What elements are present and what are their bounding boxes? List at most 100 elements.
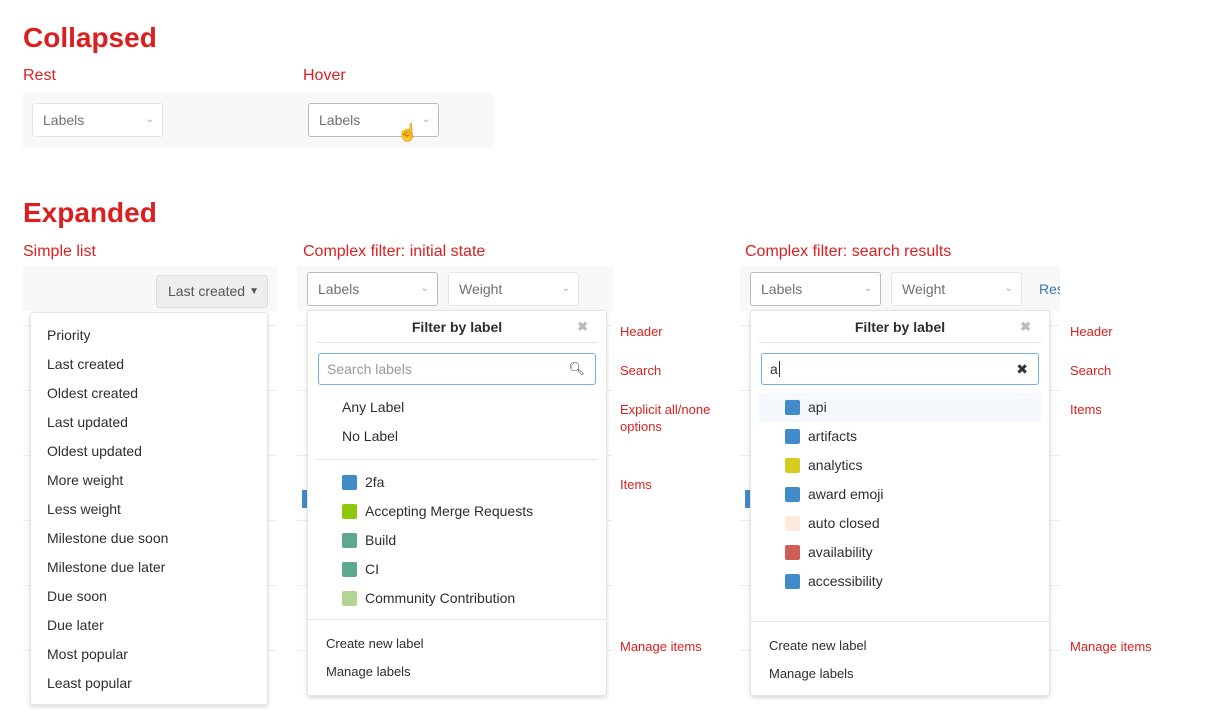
label-name: CI	[365, 561, 379, 577]
labels-filter-dropdown[interactable]: Labels ⌄	[307, 272, 438, 306]
label-item[interactable]: 2fa	[308, 468, 606, 497]
create-new-label-link[interactable]: Create new label	[769, 638, 867, 653]
label-name: Accepting Merge Requests	[365, 503, 534, 519]
annotation-search: Search	[620, 363, 662, 378]
search-icon: 🔍︎	[568, 361, 585, 376]
weight-filter-dropdown[interactable]: Weight ⌄	[448, 272, 579, 306]
label-color-swatch	[785, 545, 800, 560]
sort-option[interactable]: Milestone due soon	[47, 530, 169, 546]
label-color-swatch	[785, 574, 800, 589]
sort-button-text: Last created	[168, 283, 246, 299]
label-color-swatch	[342, 533, 357, 548]
label-color-swatch	[342, 504, 357, 519]
expanded-heading: Expanded	[23, 197, 157, 228]
label-color-swatch	[342, 562, 357, 577]
label-item[interactable]: api	[759, 393, 1041, 422]
search-placeholder: Search labels	[327, 361, 412, 377]
label-color-swatch	[342, 591, 357, 606]
rest-label: Rest	[23, 67, 56, 84]
any-label-option[interactable]: Any Label	[342, 399, 405, 415]
sort-option[interactable]: Milestone due later	[47, 559, 166, 575]
label-item[interactable]: award emoji	[759, 480, 1041, 509]
sort-option[interactable]: Least popular	[47, 675, 132, 691]
label-color-swatch	[785, 487, 800, 502]
label-name: availability	[808, 544, 873, 560]
sort-option[interactable]: Less weight	[47, 501, 121, 517]
label-item[interactable]: artifacts	[759, 422, 1041, 451]
labels-filter-dropdown[interactable]: Labels ⌄	[750, 272, 881, 306]
label-name: award emoji	[808, 486, 884, 502]
no-label-option[interactable]: No Label	[342, 428, 399, 444]
sort-option[interactable]: Oldest created	[47, 385, 139, 401]
close-icon[interactable]: ✖	[1020, 319, 1031, 334]
label-name: accessibility	[808, 573, 883, 589]
hover-label: Hover	[303, 67, 346, 84]
sort-option[interactable]: Priority	[47, 327, 91, 343]
label-name: Build	[365, 532, 397, 548]
menu-header: Filter by label	[854, 319, 946, 335]
clear-search-icon[interactable]: ✖	[1016, 361, 1028, 377]
label-item[interactable]: Build	[308, 526, 606, 555]
simple-list-label: Simple list	[23, 243, 96, 260]
collapsed-heading: Collapsed	[23, 22, 157, 53]
chevron-down-icon: ⌄	[145, 114, 154, 125]
weight-filter-dropdown[interactable]: Weight ⌄	[891, 272, 1022, 306]
labels-dropdown-hover[interactable]: Labels ⌄	[308, 103, 439, 137]
search-labels-input[interactable]: Search labels 🔍︎	[318, 353, 596, 385]
dropdown-text: Labels	[761, 281, 803, 297]
label-item[interactable]: Accepting Merge Requests	[308, 497, 606, 526]
annotation-manage: Manage items	[1070, 639, 1152, 654]
initial-state-label: Complex filter: initial state	[303, 243, 486, 260]
sort-dropdown-button[interactable]: Last created ▼	[156, 275, 268, 308]
annotation-items: Items	[1070, 402, 1102, 417]
search-labels-input[interactable]: a ✖	[761, 353, 1039, 385]
filter-by-label-menu-results: Filter by label ✖ a ✖ api artifacts analytic…	[750, 310, 1050, 696]
chevron-down-icon: ⌄	[421, 114, 430, 125]
label-item[interactable]: CI	[308, 555, 606, 584]
label-name: api	[808, 399, 827, 415]
label-item[interactable]: accessibility	[759, 567, 1041, 596]
label-item[interactable]: auto closed	[759, 509, 1041, 538]
manage-labels-link[interactable]: Manage labels	[326, 664, 411, 679]
search-results-label: Complex filter: search results	[745, 243, 952, 260]
label-color-swatch	[785, 400, 800, 415]
filter-by-label-menu-initial: Filter by label ✖ Search labels 🔍︎ Any Lab…	[307, 310, 607, 696]
search-value: a	[770, 361, 778, 377]
sort-option[interactable]: Oldest updated	[47, 443, 142, 459]
labels-dropdown-rest[interactable]: Labels ⌄	[32, 103, 163, 137]
annotation-manage: Manage items	[620, 639, 702, 654]
label-name: artifacts	[808, 428, 858, 444]
chevron-down-icon: ⌄	[561, 283, 570, 294]
sort-option[interactable]: Last updated	[47, 414, 128, 430]
label-name: analytics	[808, 457, 863, 473]
sort-option[interactable]: Due later	[47, 617, 104, 633]
manage-labels-link[interactable]: Manage labels	[769, 666, 854, 681]
annotation-all-none: Explicit all/none options	[620, 402, 711, 434]
caret-down-icon: ▼	[249, 286, 259, 297]
label-color-swatch	[785, 458, 800, 473]
chevron-down-icon: ⌄	[863, 283, 872, 294]
label-item[interactable]: availability	[759, 538, 1041, 567]
menu-header: Filter by label	[411, 319, 503, 335]
label-color-swatch	[785, 429, 800, 444]
sort-option[interactable]: Last created	[47, 356, 125, 372]
sort-option[interactable]: Due soon	[47, 588, 107, 604]
close-icon[interactable]: ✖	[577, 319, 588, 334]
dropdown-text: Labels	[319, 112, 361, 128]
label-color-swatch	[785, 516, 800, 531]
sort-option[interactable]: Most popular	[47, 646, 128, 662]
label-name: auto closed	[808, 515, 880, 531]
pointer-cursor-icon: ☝	[397, 123, 419, 142]
sort-option[interactable]: More weight	[47, 472, 124, 488]
label-name: Community Contribution	[365, 590, 516, 606]
annotation-header: Header	[620, 324, 663, 339]
label-item[interactable]: Community Contribution	[308, 584, 606, 613]
sort-menu: Priority Last created Oldest created Last u…	[30, 312, 268, 705]
label-item[interactable]: analytics	[759, 451, 1041, 480]
create-new-label-link[interactable]: Create new label	[326, 636, 424, 651]
reset-link[interactable]: Res	[1039, 281, 1060, 297]
annotation-search: Search	[1070, 363, 1112, 378]
annotation-items: Items	[620, 477, 652, 492]
dropdown-text: Weight	[459, 281, 503, 297]
label-color-swatch	[342, 475, 357, 490]
